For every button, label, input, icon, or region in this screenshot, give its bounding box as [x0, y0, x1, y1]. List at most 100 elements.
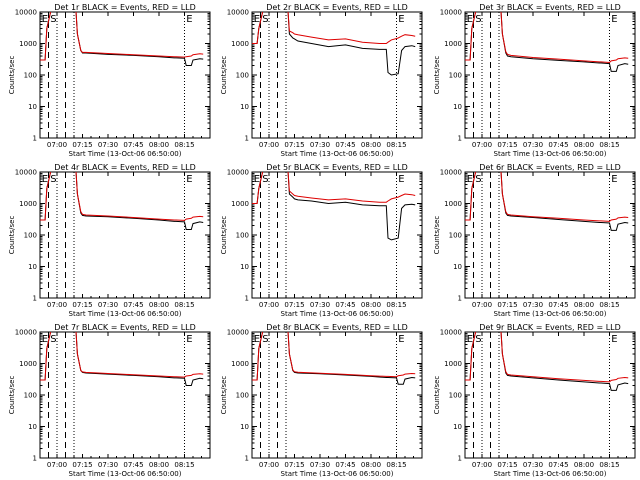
- panel-2: 1 10 100 1000 10000 07:00 07:15 07:30 07:45 08:00…: [220, 3, 423, 158]
- panel-9: 1 10 100 1000 10000 07:00 07:15 07:30 07:45 08:00…: [433, 323, 636, 478]
- series-group: [40, 332, 204, 386]
- x-tick-label: 07:45: [335, 301, 355, 309]
- x-tick-label: 07:15: [72, 461, 92, 469]
- interval-marker-label: E: [467, 174, 473, 185]
- x-tick-label: 07:45: [123, 301, 143, 309]
- y-tick-label: 1: [245, 135, 249, 143]
- y-tick-label: 1: [458, 455, 462, 463]
- interval-marker-label: E: [254, 334, 260, 345]
- interval-marker-label: S: [262, 14, 268, 25]
- series-line-events: [252, 332, 416, 385]
- x-tick-label: 07:00: [472, 141, 492, 149]
- x-tick-label: 08:15: [174, 461, 194, 469]
- series-line-lld: [252, 332, 416, 381]
- y-tick-label: 1000: [19, 200, 37, 208]
- y-tick-label: 1000: [444, 200, 462, 208]
- interval-marker-label: E: [42, 174, 48, 185]
- y-tick-label: 10: [28, 103, 37, 111]
- interval-marker-label: E: [467, 334, 473, 345]
- y-tick-label: 1000: [444, 40, 462, 48]
- y-tick-label: 1: [458, 135, 462, 143]
- guide-lines: [260, 332, 397, 458]
- x-tick-label: 07:30: [310, 301, 330, 309]
- x-tick-label: 07:00: [259, 301, 279, 309]
- x-tick-label: 07:30: [310, 141, 330, 149]
- panel-title: Det 4r BLACK = Events, RED = LLD: [54, 163, 196, 172]
- interval-marker-label: S: [262, 174, 268, 185]
- guide-lines: [260, 12, 397, 138]
- y-tick-label: 1: [245, 455, 249, 463]
- guide-lines: [48, 332, 185, 458]
- series-group: [252, 332, 416, 385]
- series-line-lld: [252, 12, 416, 44]
- y-tick-label: 10: [453, 263, 462, 271]
- interval-marker-label: E: [467, 14, 473, 25]
- y-axis-label: Counts/sec: [8, 56, 16, 95]
- interval-marker-label: S: [50, 334, 56, 345]
- y-axis-label: Counts/sec: [8, 376, 16, 415]
- panel-1: 1 10 100 1000 10000 07:00 07:15 07:30 07:45 08:00…: [8, 3, 211, 158]
- y-tick-label: 100: [449, 392, 462, 400]
- x-tick-label: 07:45: [335, 461, 355, 469]
- x-tick-label: 08:00: [361, 141, 381, 149]
- series-line-events: [252, 12, 416, 76]
- y-tick-label: 100: [449, 232, 462, 240]
- panel-title: Det 8r BLACK = Events, RED = LLD: [266, 323, 408, 332]
- panel-8: 1 10 100 1000 10000 07:00 07:15 07:30 07:45 08:00…: [220, 323, 423, 478]
- x-axis-label: Start Time (13-Oct-06 06:50:00): [281, 150, 394, 158]
- x-tick-label: 08:15: [599, 141, 619, 149]
- series-line-events: [465, 172, 629, 231]
- y-tick-label: 1: [33, 135, 37, 143]
- series-group: [465, 172, 629, 231]
- y-tick-label: 10: [28, 263, 37, 271]
- guide-lines: [473, 12, 610, 138]
- interval-marker-label: E: [254, 14, 260, 25]
- series-group: [465, 12, 629, 72]
- x-tick-label: 07:45: [123, 461, 143, 469]
- x-axis-label: Start Time (13-Oct-06 06:50:00): [69, 470, 182, 478]
- y-tick-label: 10: [453, 103, 462, 111]
- y-tick-label: 10000: [440, 9, 462, 17]
- guide-lines: [48, 172, 185, 298]
- guide-lines: [260, 172, 397, 298]
- y-axis-label: Counts/sec: [433, 376, 441, 415]
- y-tick-label: 1: [458, 295, 462, 303]
- series-line-lld: [465, 332, 629, 383]
- y-tick-label: 1000: [444, 360, 462, 368]
- interval-marker-label: S: [475, 14, 481, 25]
- y-tick-label: 1000: [231, 200, 249, 208]
- y-axis-label: Counts/sec: [433, 216, 441, 255]
- y-tick-label: 10000: [227, 169, 249, 177]
- x-tick-label: 07:15: [72, 301, 92, 309]
- x-tick-label: 07:00: [472, 301, 492, 309]
- x-tick-label: 07:45: [548, 301, 568, 309]
- series-line-events: [40, 172, 204, 230]
- panel-4: 1 10 100 1000 10000 07:00 07:15 07:30 07:45 08:00…: [8, 163, 211, 318]
- series-line-lld: [40, 172, 204, 221]
- y-tick-label: 100: [24, 392, 37, 400]
- panel-6: 1 10 100 1000 10000 07:00 07:15 07:30 07:45 08:00…: [433, 163, 636, 318]
- series-line-lld: [252, 172, 416, 204]
- y-tick-label: 10: [453, 423, 462, 431]
- x-tick-label: 07:00: [259, 461, 279, 469]
- panel-title: Det 6r BLACK = Events, RED = LLD: [479, 163, 621, 172]
- y-tick-label: 100: [236, 72, 249, 80]
- interval-marker-label: E: [611, 334, 617, 345]
- x-tick-label: 07:30: [523, 301, 543, 309]
- interval-marker-label: E: [398, 14, 404, 25]
- interval-marker-label: E: [186, 174, 192, 185]
- x-tick-label: 08:00: [149, 461, 169, 469]
- series-group: [252, 172, 416, 241]
- y-tick-label: 10000: [15, 329, 37, 337]
- series-line-events: [465, 332, 629, 391]
- y-axis-label: Counts/sec: [8, 216, 16, 255]
- interval-marker-label: E: [611, 174, 617, 185]
- interval-marker-label: S: [262, 334, 268, 345]
- y-tick-label: 1000: [19, 360, 37, 368]
- x-tick-label: 08:00: [574, 301, 594, 309]
- y-tick-label: 1000: [231, 360, 249, 368]
- x-tick-label: 07:30: [523, 141, 543, 149]
- y-axis-label: Counts/sec: [433, 56, 441, 95]
- x-tick-label: 07:00: [47, 461, 67, 469]
